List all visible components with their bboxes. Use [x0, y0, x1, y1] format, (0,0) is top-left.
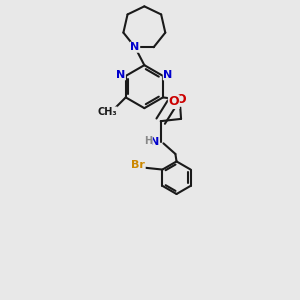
Text: N: N	[163, 70, 172, 80]
Text: N: N	[150, 136, 159, 146]
Text: CH₃: CH₃	[98, 107, 117, 117]
Text: N: N	[116, 70, 125, 80]
Text: O: O	[176, 93, 186, 106]
Text: O: O	[169, 95, 179, 108]
Text: H: H	[144, 136, 152, 146]
Text: N: N	[130, 42, 140, 52]
Text: Br: Br	[131, 160, 145, 170]
